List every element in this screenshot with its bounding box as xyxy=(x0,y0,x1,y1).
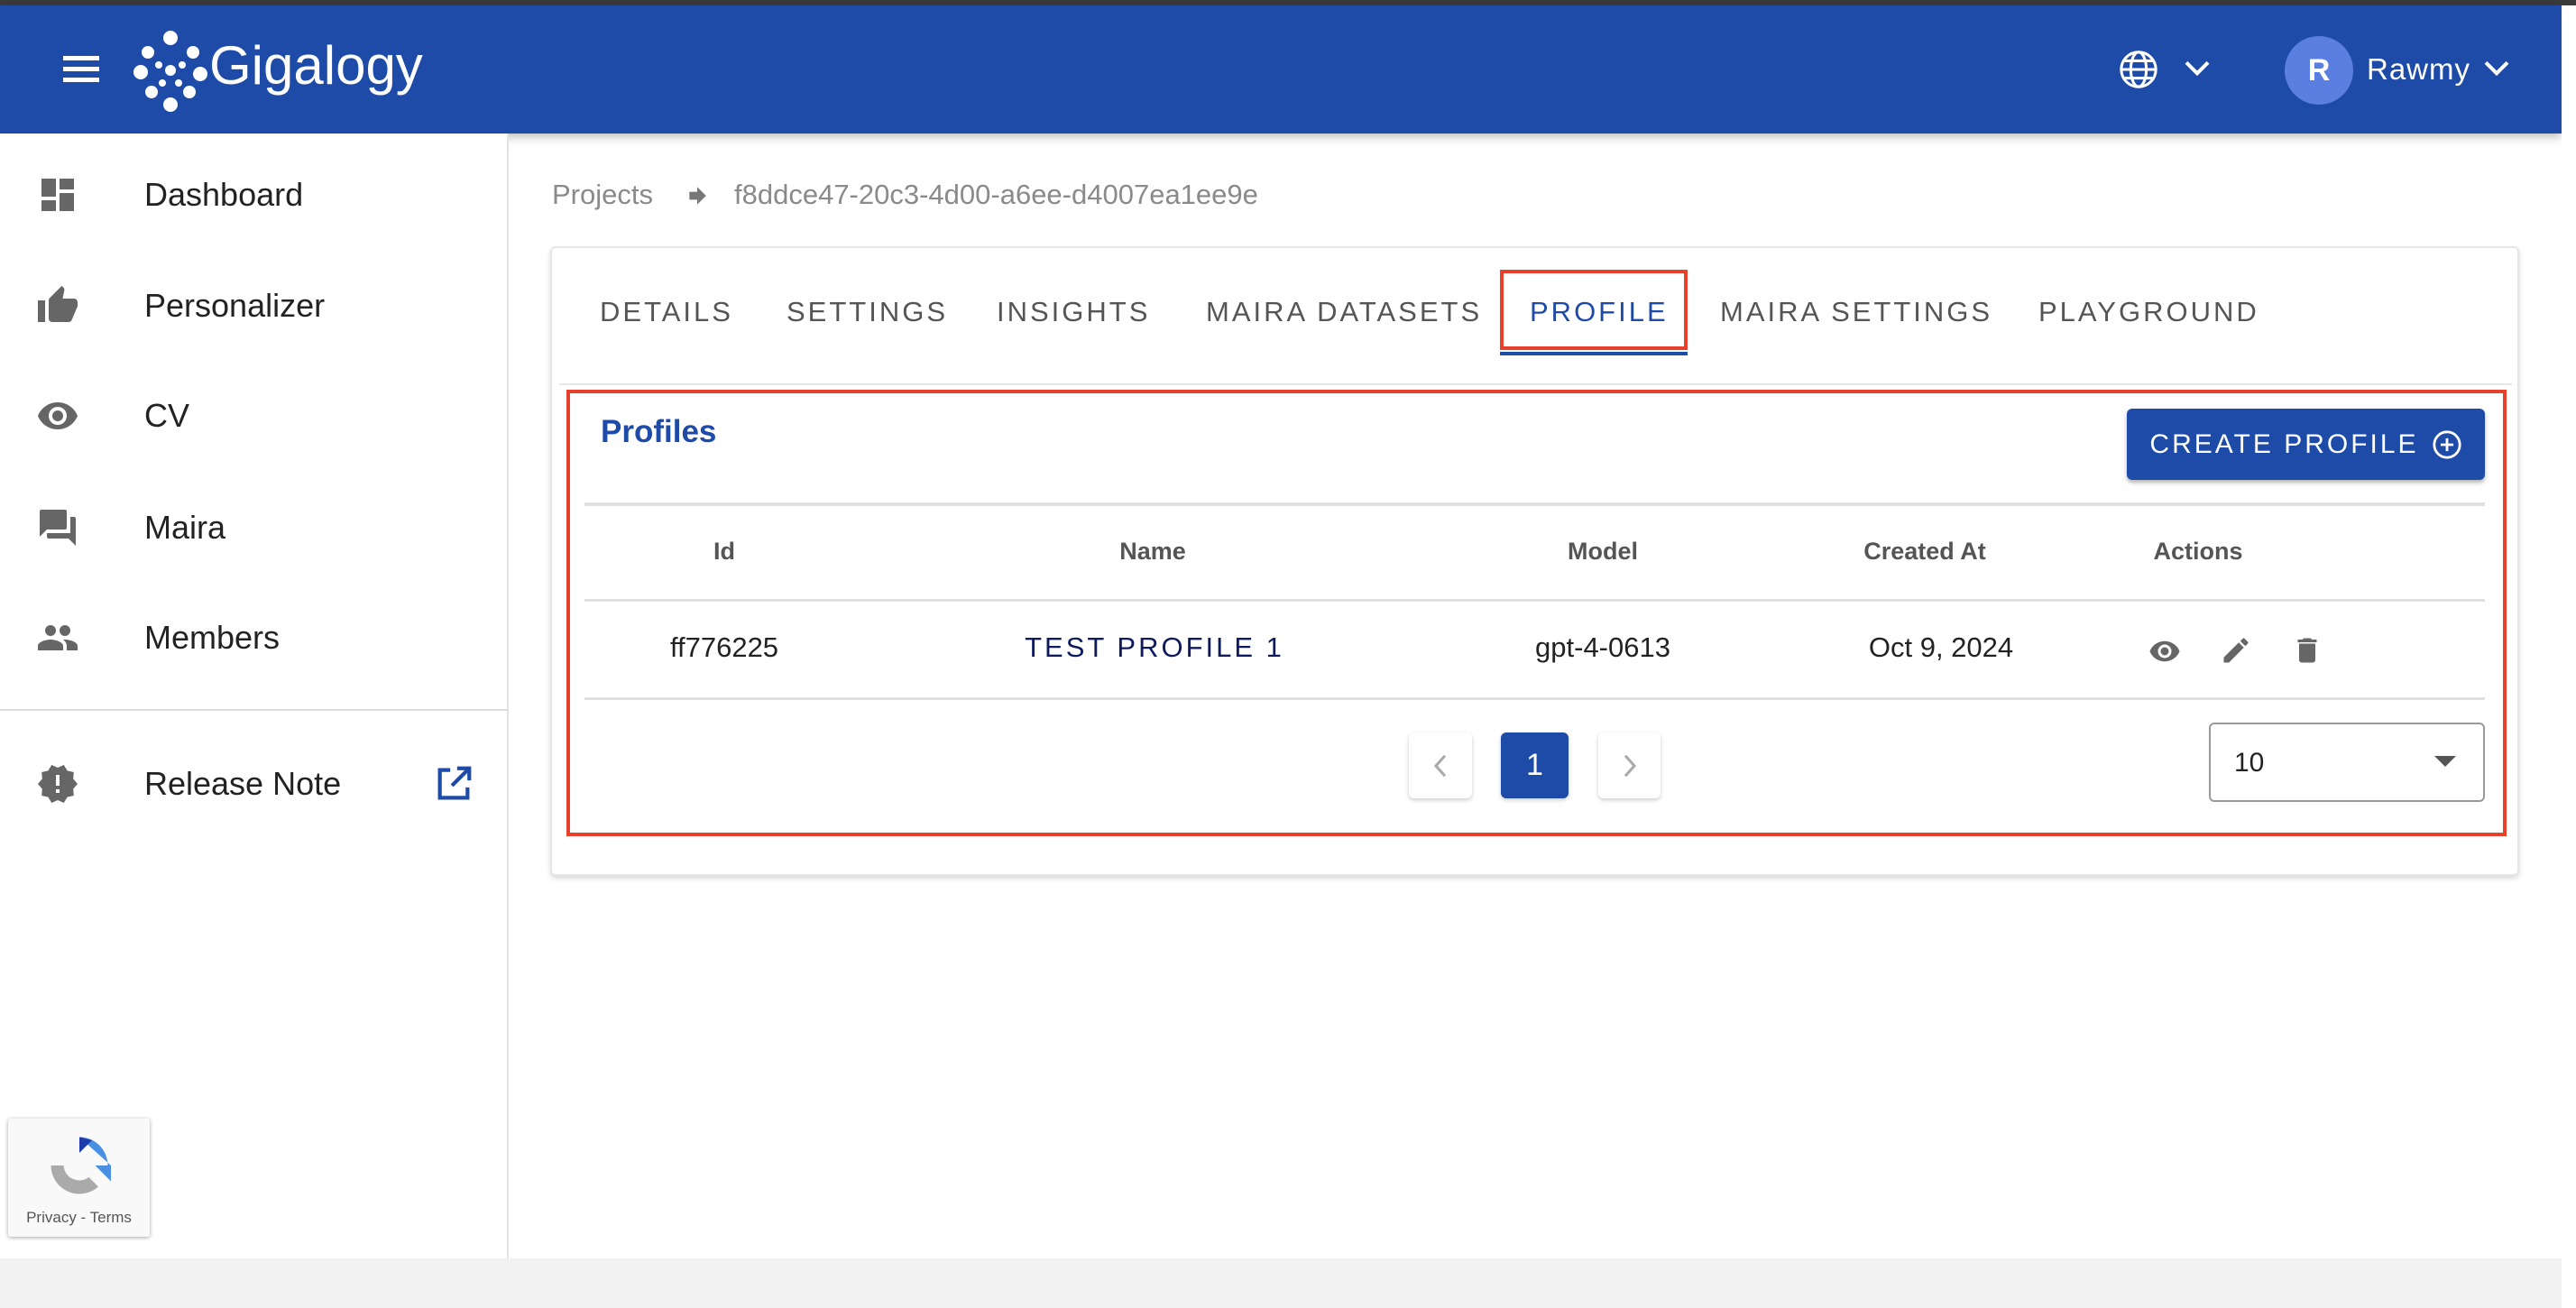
sidebar-divider xyxy=(0,709,509,711)
menu-icon[interactable] xyxy=(63,56,99,83)
cell-model: gpt-4-0613 xyxy=(1535,631,1670,663)
column-header-name: Name xyxy=(1119,538,1186,565)
thumb-up-icon xyxy=(38,286,78,322)
next-page-button[interactable] xyxy=(1598,732,1661,798)
tab-maira-settings[interactable]: MAIRA SETTINGS xyxy=(1720,296,1993,327)
footer-strip xyxy=(0,1258,2562,1308)
user-name[interactable]: Rawmy xyxy=(2367,52,2471,86)
sidebar-item-cv[interactable]: CV xyxy=(0,371,509,461)
plus-circle-icon xyxy=(2432,429,2461,459)
row-divider xyxy=(584,697,2485,700)
brand-name: Gigalogy xyxy=(209,35,423,96)
sidebar-item-label: Release Note xyxy=(144,765,342,802)
tab-playground[interactable]: PLAYGROUND xyxy=(2038,296,2259,327)
caret-down-icon xyxy=(2434,756,2456,767)
sidebar-item-members[interactable]: Members xyxy=(0,593,509,683)
recaptcha-badge[interactable]: Privacy - Terms xyxy=(8,1119,150,1237)
highlight-box-tab xyxy=(1500,270,1688,350)
recaptcha-icon xyxy=(51,1137,111,1194)
dashboard-icon xyxy=(41,179,74,211)
chevron-right-icon xyxy=(1624,754,1636,777)
breadcrumb-current: f8ddce47-20c3-4d00-a6ee-d4007ea1ee9e xyxy=(734,179,1258,210)
chat-icon xyxy=(40,510,76,546)
tab-settings[interactable]: SETTINGS xyxy=(787,296,949,327)
prev-page-button[interactable] xyxy=(1409,732,1472,798)
people-icon xyxy=(38,625,78,650)
sidebar-item-label: Dashboard xyxy=(144,176,304,213)
column-header-model: Model xyxy=(1568,538,1638,565)
view-eye-icon[interactable] xyxy=(2148,635,2181,668)
column-header-actions: Actions xyxy=(2153,538,2243,565)
breadcrumb-projects[interactable]: Projects xyxy=(552,179,653,210)
arrow-right-icon xyxy=(689,187,706,205)
user-chevron-down-icon[interactable] xyxy=(2482,58,2511,79)
eye-icon xyxy=(38,402,78,429)
page-1-button[interactable]: 1 xyxy=(1501,732,1569,798)
sidebar-item-label: Maira xyxy=(144,509,226,546)
active-tab-indicator xyxy=(1500,352,1688,355)
cell-id: ff776225 xyxy=(669,631,779,663)
per-page-select[interactable]: 10 xyxy=(2209,723,2485,802)
tab-insights[interactable]: INSIGHTS xyxy=(997,296,1151,327)
create-profile-label: CREATE PROFILE xyxy=(2149,428,2419,459)
create-profile-button[interactable]: CREATE PROFILE xyxy=(2127,409,2485,480)
delete-trash-icon[interactable] xyxy=(2291,634,2323,667)
tab-maira-datasets[interactable]: MAIRA DATASETS xyxy=(1206,296,1483,327)
recaptcha-links[interactable]: Privacy - Terms xyxy=(26,1209,132,1226)
page-edge xyxy=(2562,5,2576,1308)
language-chevron-down-icon[interactable] xyxy=(2183,58,2212,79)
header-divider xyxy=(584,599,2485,602)
tabs-divider xyxy=(559,383,2512,385)
sidebar-item-personalizer[interactable]: Personalizer xyxy=(0,261,509,351)
highlight-box-profiles xyxy=(566,390,2507,836)
sidebar-item-release-note[interactable]: Release Note xyxy=(0,739,509,829)
avatar[interactable]: R xyxy=(2285,36,2353,105)
cell-created-at: Oct 9, 2024 xyxy=(1868,631,2014,663)
per-page-value: 10 xyxy=(2234,748,2265,778)
alert-badge-icon xyxy=(38,765,78,803)
edit-pencil-icon[interactable] xyxy=(2220,634,2252,667)
sidebar-item-label: CV xyxy=(144,397,190,434)
column-header-id: Id xyxy=(713,538,735,565)
tab-profile[interactable]: PROFILE xyxy=(1530,296,1669,327)
logo-icon xyxy=(133,31,207,112)
tab-details[interactable]: DETAILS xyxy=(600,296,733,327)
sidebar-item-maira[interactable]: Maira xyxy=(0,483,509,573)
table-top-divider xyxy=(584,502,2485,506)
globe-icon[interactable] xyxy=(2118,49,2159,90)
sidebar xyxy=(0,134,509,1258)
sidebar-item-label: Personalizer xyxy=(144,287,326,324)
sidebar-item-label: Members xyxy=(144,619,281,656)
profiles-title: Profiles xyxy=(601,414,717,449)
profile-name-link[interactable]: TEST PROFILE 1 xyxy=(1025,631,1284,663)
external-link-icon[interactable] xyxy=(433,763,474,805)
chevron-left-icon xyxy=(1433,754,1447,777)
sidebar-item-dashboard[interactable]: Dashboard xyxy=(0,150,509,240)
window-top-strip xyxy=(0,0,2576,5)
column-header-created-at: Created At xyxy=(1863,538,1986,565)
